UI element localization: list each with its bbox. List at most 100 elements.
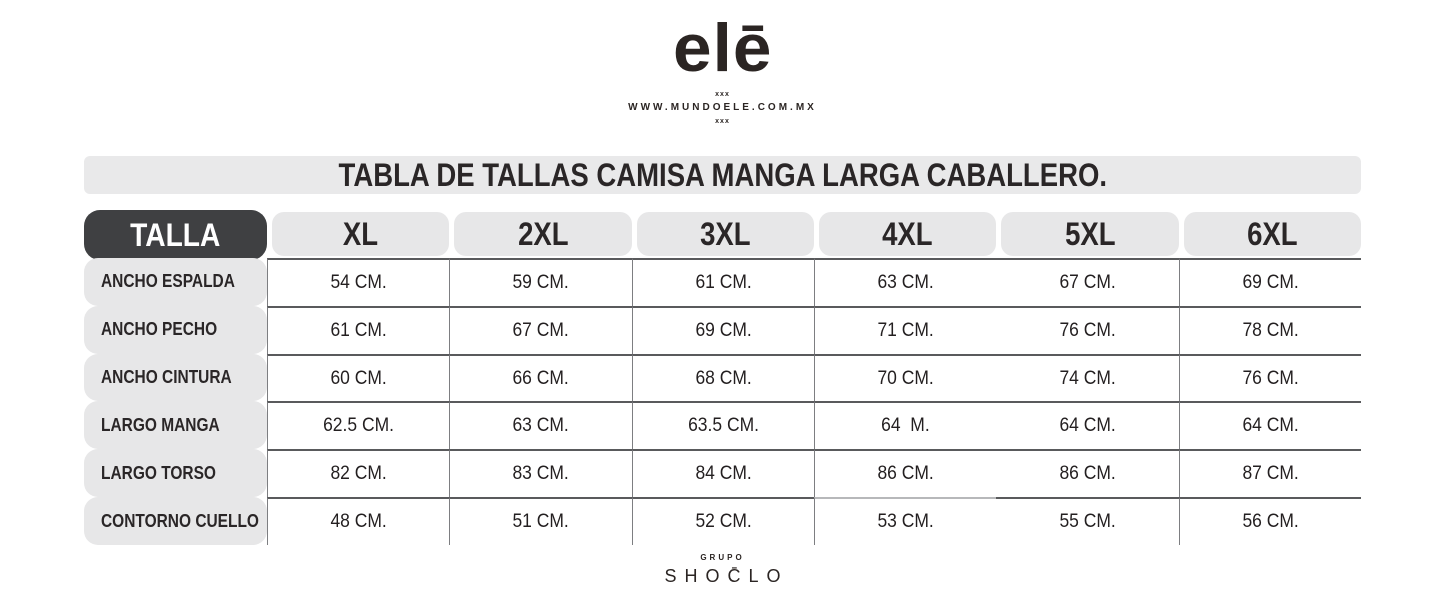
cell-largo-torso-xl: 82 CM. bbox=[267, 449, 450, 498]
row-label-ancho-espalda: ANCHO ESPALDA bbox=[84, 258, 267, 306]
row-label-largo-torso: LARGO TORSO bbox=[84, 449, 267, 498]
cell-ancho-pecho-6xl: 78 CM. bbox=[1178, 305, 1361, 354]
cell-largo-torso-2xl: 83 CM. bbox=[449, 449, 632, 498]
cell-value: 64 M. bbox=[881, 415, 930, 437]
cell-value: 71 CM. bbox=[877, 319, 934, 341]
row-label-text: LARGO TORSO bbox=[101, 462, 216, 483]
row-label-largo-manga: LARGO MANGA bbox=[84, 401, 267, 450]
row-label-text: ANCHO CINTURA bbox=[101, 367, 232, 388]
cell-largo-manga-4xl: 64 M. bbox=[813, 401, 997, 450]
column-header-5xl: 5XL bbox=[1001, 212, 1179, 256]
cell-ancho-espalda-5xl: 67 CM. bbox=[996, 258, 1179, 306]
brand-ornament-bottom: xxx bbox=[715, 118, 730, 125]
cell-contorno-cuello-2xl: 51 CM. bbox=[449, 497, 632, 545]
cell-largo-manga-6xl: 64 CM. bbox=[1178, 401, 1361, 450]
cell-largo-torso-4xl: 86 CM. bbox=[813, 449, 997, 498]
cell-value: 60 CM. bbox=[330, 367, 387, 389]
cell-contorno-cuello-3xl: 52 CM. bbox=[631, 497, 814, 545]
cell-value: 62.5 CM. bbox=[323, 415, 395, 437]
cell-value: 63.5 CM. bbox=[687, 415, 759, 437]
row-label-contorno-cuello: CONTORNO CUELLO bbox=[84, 497, 267, 545]
corner-header-talla: TALLA bbox=[84, 210, 267, 260]
cell-value: 74 CM. bbox=[1059, 367, 1116, 389]
cell-largo-torso-3xl: 84 CM. bbox=[631, 449, 814, 498]
table-title-bar: TABLA DE TALLAS CAMISA MANGA LARGA CABAL… bbox=[84, 156, 1361, 194]
cell-ancho-pecho-5xl: 76 CM. bbox=[996, 305, 1179, 354]
corner-header-label: TALLA bbox=[130, 216, 221, 253]
table-header-row: TALLA XL 2XL 3XL 4XL 5XL 6XL bbox=[84, 210, 1361, 260]
column-header-label: 2XL bbox=[517, 215, 569, 252]
cell-ancho-espalda-3xl: 61 CM. bbox=[631, 258, 814, 306]
cell-value: 86 CM. bbox=[877, 463, 934, 485]
cell-value: 61 CM. bbox=[695, 271, 752, 293]
column-header-label: 3XL bbox=[700, 215, 751, 252]
cell-ancho-cintura-xl: 60 CM. bbox=[267, 353, 450, 402]
cell-ancho-cintura-6xl: 76 CM. bbox=[1178, 353, 1361, 402]
row-label-text: ANCHO PECHO bbox=[101, 319, 218, 340]
column-header-4xl: 4XL bbox=[818, 212, 997, 256]
row-label-text: CONTORNO CUELLO bbox=[101, 510, 259, 531]
cell-value: 76 CM. bbox=[1059, 319, 1116, 341]
footer-brand: GRUPO SHOC̄LO bbox=[0, 553, 1445, 586]
row-labels-column: ANCHO ESPALDA ANCHO PECHO ANCHO CINTURA … bbox=[84, 258, 267, 545]
cell-largo-torso-6xl: 87 CM. bbox=[1178, 449, 1361, 498]
cell-value: 48 CM. bbox=[330, 511, 387, 533]
cell-largo-torso-5xl: 86 CM. bbox=[996, 449, 1179, 497]
cell-ancho-pecho-2xl: 67 CM. bbox=[449, 305, 632, 354]
cell-value: 54 CM. bbox=[330, 271, 387, 293]
cell-largo-manga-2xl: 63 CM. bbox=[449, 401, 632, 450]
cell-ancho-cintura-5xl: 74 CM. bbox=[996, 353, 1179, 402]
cell-value: 55 CM. bbox=[1059, 511, 1116, 533]
cell-value: 56 CM. bbox=[1242, 511, 1299, 533]
cell-value: 82 CM. bbox=[330, 463, 387, 485]
column-header-6xl: 6XL bbox=[1183, 212, 1361, 256]
cell-value: 59 CM. bbox=[512, 271, 570, 293]
column-header-label: 5XL bbox=[1064, 215, 1116, 252]
footer-grupo-label: GRUPO bbox=[700, 553, 745, 562]
cell-ancho-pecho-xl: 61 CM. bbox=[267, 305, 450, 354]
cell-contorno-cuello-5xl: 55 CM. bbox=[996, 497, 1179, 545]
cell-value: 61 CM. bbox=[330, 319, 387, 341]
column-header-label: XL bbox=[343, 215, 379, 252]
measurements-grid: 54 CM. 59 CM. 61 CM. 63 CM. 67 CM. 69 CM… bbox=[267, 258, 1361, 545]
row-label-text: LARGO MANGA bbox=[101, 414, 220, 435]
cell-contorno-cuello-6xl: 56 CM. bbox=[1178, 497, 1361, 545]
column-header-label: 4XL bbox=[882, 215, 933, 252]
cell-ancho-cintura-2xl: 66 CM. bbox=[449, 353, 632, 402]
cell-value: 86 CM. bbox=[1059, 463, 1116, 485]
cell-largo-manga-xl: 62.5 CM. bbox=[267, 401, 450, 450]
cell-value: 63 CM. bbox=[877, 271, 934, 293]
cell-value: 66 CM. bbox=[512, 367, 570, 389]
cell-value: 51 CM. bbox=[512, 511, 570, 533]
cell-ancho-cintura-4xl: 70 CM. bbox=[813, 353, 997, 402]
brand-ornament-top: xxx bbox=[715, 91, 730, 98]
cell-value: 64 CM. bbox=[1059, 415, 1116, 437]
cell-ancho-espalda-xl: 54 CM. bbox=[267, 258, 450, 306]
brand-header: elē xxx WWW.MUNDOELE.COM.MX xxx bbox=[0, 14, 1445, 125]
column-header-3xl: 3XL bbox=[636, 212, 814, 256]
cell-ancho-espalda-6xl: 69 CM. bbox=[1178, 258, 1361, 306]
cell-value: 69 CM. bbox=[695, 319, 752, 341]
brand-website: WWW.MUNDOELE.COM.MX bbox=[628, 102, 817, 113]
cell-ancho-cintura-3xl: 68 CM. bbox=[631, 353, 814, 402]
cell-largo-manga-3xl: 63.5 CM. bbox=[631, 401, 814, 450]
cell-value: 52 CM. bbox=[695, 511, 752, 533]
row-label-ancho-cintura: ANCHO CINTURA bbox=[84, 353, 267, 402]
cell-value: 70 CM. bbox=[877, 367, 934, 389]
cell-largo-manga-5xl: 64 CM. bbox=[996, 401, 1179, 449]
brand-logo: elē bbox=[672, 10, 773, 86]
column-header-xl: XL bbox=[272, 212, 450, 256]
cell-ancho-pecho-4xl: 71 CM. bbox=[813, 305, 997, 354]
cell-value: 76 CM. bbox=[1242, 367, 1299, 389]
cell-ancho-espalda-4xl: 63 CM. bbox=[813, 258, 997, 306]
cell-value: 63 CM. bbox=[512, 415, 570, 437]
row-label-text: ANCHO ESPALDA bbox=[101, 271, 235, 292]
cell-value: 69 CM. bbox=[1242, 271, 1299, 293]
cell-ancho-espalda-2xl: 59 CM. bbox=[449, 258, 632, 306]
row-label-ancho-pecho: ANCHO PECHO bbox=[84, 305, 267, 354]
cell-value: 78 CM. bbox=[1242, 319, 1299, 341]
cell-contorno-cuello-xl: 48 CM. bbox=[267, 497, 450, 545]
cell-value: 68 CM. bbox=[695, 367, 752, 389]
cell-value: 84 CM. bbox=[695, 463, 752, 485]
